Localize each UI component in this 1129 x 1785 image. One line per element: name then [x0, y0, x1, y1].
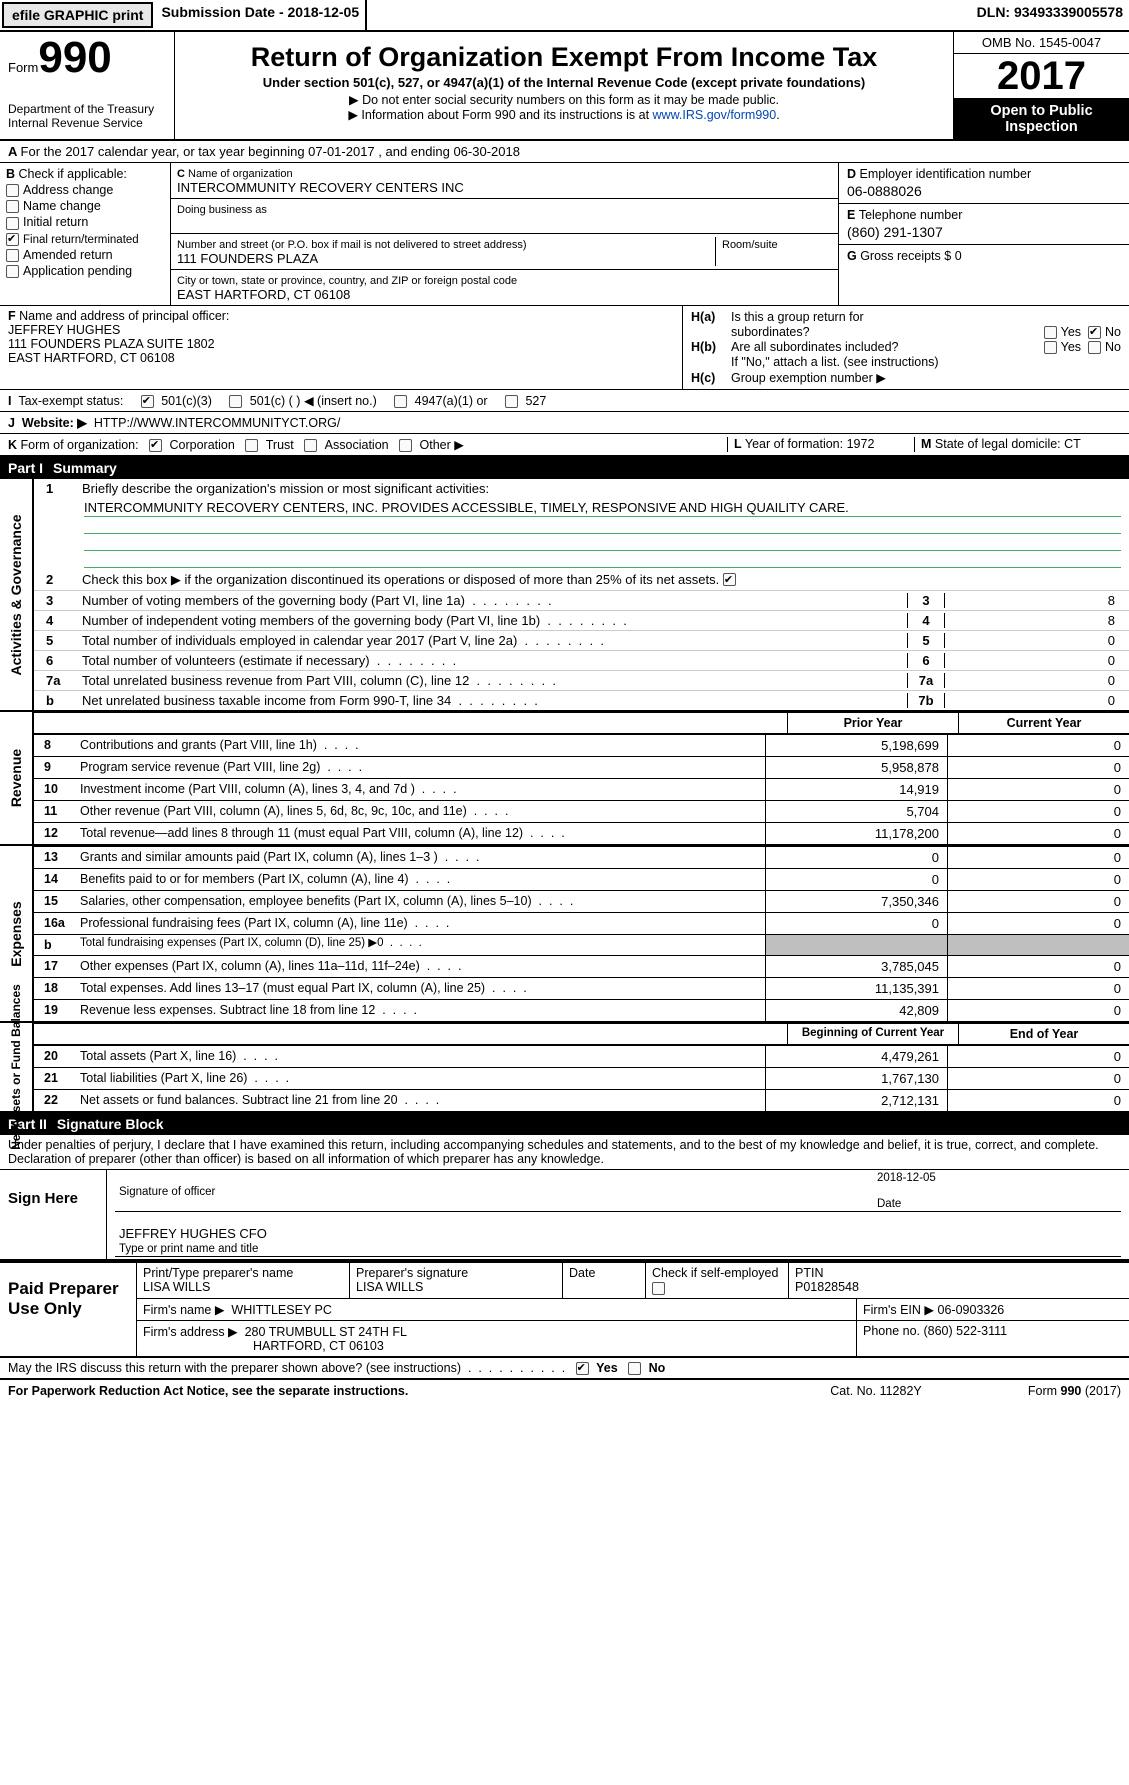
omb-number: OMB No. 1545-0047 — [954, 32, 1129, 54]
title-block: Return of Organization Exempt From Incom… — [175, 32, 954, 139]
bcdeg-grid: B Check if applicable: Address change Na… — [0, 163, 1129, 306]
line-j: J Website: ▶ HTTP://WWW.INTERCOMMUNITYCT… — [0, 412, 1129, 434]
submission-date: Submission Date - 2018-12-05 — [155, 0, 367, 30]
top-bar: efile GRAPHIC print Submission Date - 20… — [0, 0, 1129, 32]
sign-here: Sign Here Signature of officer2018-12-05… — [0, 1170, 1129, 1261]
checkbox-final-return[interactable] — [6, 233, 19, 246]
table-row: 15Salaries, other compensation, employee… — [34, 890, 1129, 912]
revenue-section: Revenue Prior YearCurrent Year 8Contribu… — [0, 712, 1129, 846]
street: 111 FOUNDERS PLAZA — [177, 251, 318, 266]
table-row: 10Investment income (Part VIII, column (… — [34, 778, 1129, 800]
checkbox-corp[interactable] — [149, 439, 162, 452]
table-row: 13Grants and similar amounts paid (Part … — [34, 846, 1129, 868]
checkbox-hb-no[interactable] — [1088, 341, 1101, 354]
checkbox-527[interactable] — [505, 395, 518, 408]
line-a: A For the 2017 calendar year, or tax yea… — [0, 141, 1129, 163]
form-title: Return of Organization Exempt From Incom… — [183, 42, 945, 73]
table-row: 18Total expenses. Add lines 13–17 (must … — [34, 977, 1129, 999]
table-row: bTotal fundraising expenses (Part IX, co… — [34, 934, 1129, 955]
netassets-section: Net Assets or Fund Balances Beginning of… — [0, 1023, 1129, 1113]
discuss-line: May the IRS discuss this return with the… — [0, 1358, 1129, 1379]
part1-title: Part ISummary — [0, 457, 1129, 479]
vtab-netassets: Net Assets or Fund Balances — [0, 1023, 34, 1111]
checkbox-discuss-no[interactable] — [628, 1362, 641, 1375]
efile-print-button[interactable]: efile GRAPHIC print — [2, 2, 153, 28]
table-row: 17Other expenses (Part IX, column (A), l… — [34, 955, 1129, 977]
expenses-section: Expenses 13Grants and similar amounts pa… — [0, 846, 1129, 1023]
checkbox-hb-yes[interactable] — [1044, 341, 1057, 354]
table-row: 8Contributions and grants (Part VIII, li… — [34, 734, 1129, 756]
table-row: 14Benefits paid to or for members (Part … — [34, 868, 1129, 890]
open-to-public: Open to Public Inspection — [954, 99, 1129, 139]
table-row: 19Revenue less expenses. Subtract line 1… — [34, 999, 1129, 1021]
perjury-declaration: Under penalties of perjury, I declare th… — [0, 1135, 1129, 1170]
checkbox-self-employed[interactable] — [652, 1282, 665, 1295]
box-deg: D Employer identification number06-08880… — [838, 163, 1129, 305]
checkbox-initial-return[interactable] — [6, 217, 19, 230]
dln: DLN: 93493339005578 — [971, 0, 1129, 30]
checkbox-name-change[interactable] — [6, 200, 19, 213]
tax-year: 2017 — [954, 54, 1129, 99]
table-row: 12Total revenue—add lines 8 through 11 (… — [34, 822, 1129, 844]
box-f: F Name and address of principal officer:… — [0, 306, 683, 389]
line-klm: K Form of organization: Corporation Trus… — [0, 434, 1129, 455]
table-row: 21Total liabilities (Part X, line 26) . … — [34, 1067, 1129, 1089]
table-row: 9Program service revenue (Part VIII, lin… — [34, 756, 1129, 778]
org-name: INTERCOMMUNITY RECOVERY CENTERS INC — [177, 180, 464, 195]
footer: For Paperwork Reduction Act Notice, see … — [0, 1379, 1129, 1402]
ijk-block: I Tax-exempt status: 501(c)(3) 501(c) ( … — [0, 390, 1129, 457]
checkbox-ha-yes[interactable] — [1044, 326, 1057, 339]
part2-title: Part IISignature Block — [0, 1113, 1129, 1135]
table-row: 22Net assets or fund balances. Subtract … — [34, 1089, 1129, 1111]
checkbox-trust[interactable] — [245, 439, 258, 452]
vtab-revenue: Revenue — [0, 712, 34, 844]
form-number-block: Form990 Department of the TreasuryIntern… — [0, 32, 175, 139]
checkbox-other[interactable] — [399, 439, 412, 452]
checkbox-assoc[interactable] — [304, 439, 317, 452]
box-h: H(a)Is this a group return for subordina… — [683, 306, 1129, 389]
instructions-link[interactable]: www.IRS.gov/form990 — [653, 108, 777, 122]
governance-section: Activities & Governance 1Briefly describ… — [0, 479, 1129, 712]
checkbox-501c3[interactable] — [141, 395, 154, 408]
checkbox-application-pending[interactable] — [6, 265, 19, 278]
checkbox-address-change[interactable] — [6, 184, 19, 197]
checkbox-501c[interactable] — [229, 395, 242, 408]
box-c: C Name of organizationINTERCOMMUNITY REC… — [171, 163, 838, 305]
phone: (860) 291-1307 — [847, 224, 1121, 240]
fh-row: F Name and address of principal officer:… — [0, 306, 1129, 390]
website: HTTP://WWW.INTERCOMMUNITYCT.ORG/ — [94, 416, 341, 430]
checkbox-amended[interactable] — [6, 249, 19, 262]
table-row: 16aProfessional fundraising fees (Part I… — [34, 912, 1129, 934]
checkbox-discontinued[interactable] — [723, 573, 736, 586]
checkbox-4947[interactable] — [394, 395, 407, 408]
vtab-governance: Activities & Governance — [0, 479, 34, 710]
box-b: B Check if applicable: Address change Na… — [0, 163, 171, 305]
checkbox-ha-no[interactable] — [1088, 326, 1101, 339]
table-row: 11Other revenue (Part VIII, column (A), … — [34, 800, 1129, 822]
mission-text: INTERCOMMUNITY RECOVERY CENTERS, INC. PR… — [84, 500, 1121, 517]
dept-label: Department of the TreasuryInternal Reven… — [8, 102, 166, 130]
gross-receipts: 0 — [955, 249, 962, 263]
checkbox-discuss-yes[interactable] — [576, 1362, 589, 1375]
ein: 06-0888026 — [847, 183, 1121, 199]
table-row: 20Total assets (Part X, line 16) . . . .… — [34, 1045, 1129, 1067]
form-990-page: efile GRAPHIC print Submission Date - 20… — [0, 0, 1129, 1402]
header: Form990 Department of the TreasuryIntern… — [0, 32, 1129, 141]
right-block: OMB No. 1545-0047 2017 Open to Public In… — [954, 32, 1129, 139]
line-i: I Tax-exempt status: 501(c)(3) 501(c) ( … — [0, 390, 1129, 412]
city: EAST HARTFORD, CT 06108 — [177, 287, 350, 302]
paid-preparer: Paid Preparer Use Only Print/Type prepar… — [0, 1261, 1129, 1357]
